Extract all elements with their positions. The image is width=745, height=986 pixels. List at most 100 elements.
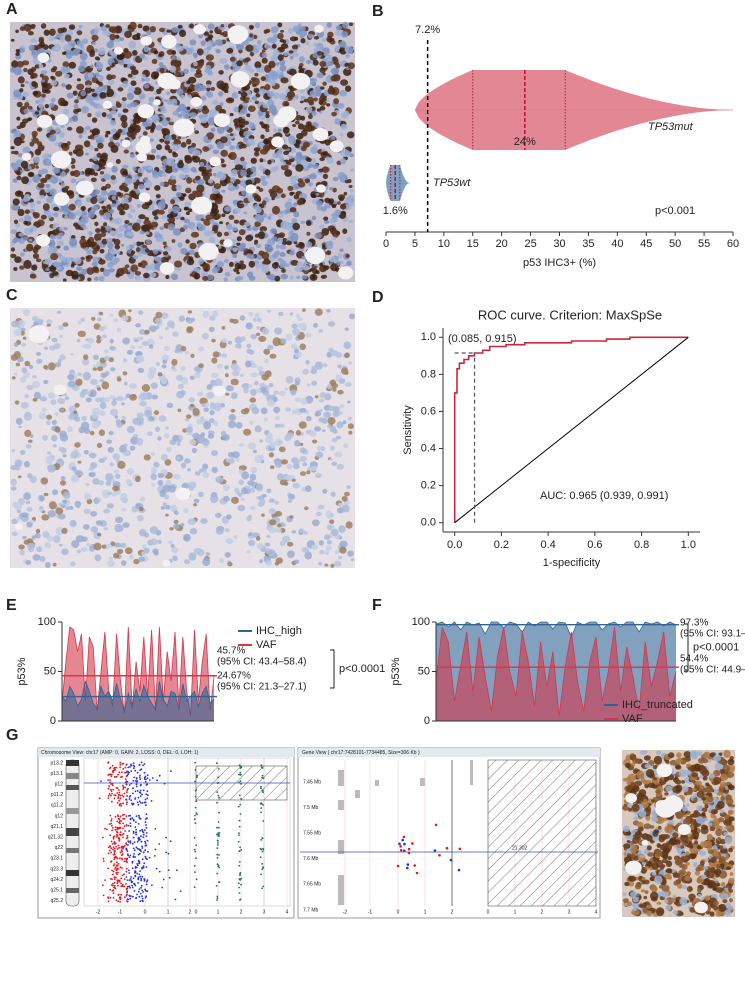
cell bbox=[265, 542, 271, 547]
cell bbox=[170, 88, 177, 94]
y-tick-label: 0.6 bbox=[421, 405, 436, 417]
cell bbox=[150, 452, 156, 456]
cell bbox=[135, 323, 142, 328]
cell bbox=[646, 845, 652, 851]
cell bbox=[171, 239, 176, 243]
cell bbox=[234, 262, 242, 270]
cell bbox=[38, 36, 44, 41]
cell bbox=[207, 433, 215, 439]
cnv-dot bbox=[170, 770, 172, 772]
cell bbox=[55, 70, 63, 77]
cell bbox=[138, 214, 146, 220]
cell bbox=[724, 887, 729, 891]
cell bbox=[346, 260, 352, 267]
cell bbox=[258, 187, 264, 192]
cell bbox=[318, 100, 324, 105]
cell bbox=[277, 523, 282, 528]
cell bbox=[143, 454, 151, 461]
ideogram-band bbox=[66, 888, 79, 893]
cell bbox=[314, 472, 322, 479]
cell bbox=[701, 811, 706, 817]
cell bbox=[108, 556, 114, 560]
cell bbox=[228, 97, 233, 102]
cell bbox=[180, 523, 185, 527]
cell bbox=[708, 822, 713, 827]
cell bbox=[147, 431, 153, 437]
cell bbox=[115, 217, 123, 225]
cell bbox=[328, 347, 334, 352]
cell bbox=[32, 380, 41, 389]
fat-vacuole bbox=[28, 325, 50, 343]
cell bbox=[331, 461, 338, 466]
cell bbox=[334, 209, 341, 216]
cell bbox=[306, 231, 311, 236]
cell bbox=[220, 24, 225, 28]
cell bbox=[109, 26, 119, 34]
cell bbox=[196, 222, 202, 228]
cell bbox=[321, 274, 328, 279]
cell bbox=[233, 535, 238, 540]
cell bbox=[235, 343, 242, 349]
cell bbox=[337, 194, 346, 200]
cell bbox=[48, 362, 56, 371]
cell bbox=[270, 81, 276, 87]
cell bbox=[340, 177, 345, 183]
cell bbox=[161, 364, 167, 369]
cell bbox=[713, 776, 722, 785]
cell bbox=[287, 154, 292, 158]
cell bbox=[244, 64, 252, 71]
cell bbox=[127, 126, 135, 133]
cell bbox=[288, 85, 293, 90]
cell bbox=[340, 203, 347, 210]
cell bbox=[105, 481, 112, 486]
cell bbox=[297, 317, 303, 322]
cell bbox=[277, 237, 283, 244]
cell bbox=[103, 173, 111, 180]
cell bbox=[16, 509, 22, 513]
cell bbox=[226, 223, 233, 230]
cell bbox=[280, 164, 289, 171]
ideogram-band bbox=[66, 808, 79, 814]
cell bbox=[139, 392, 148, 401]
cell bbox=[218, 70, 224, 75]
cell bbox=[71, 270, 79, 278]
cell bbox=[325, 220, 330, 224]
cell bbox=[20, 160, 29, 169]
cell bbox=[115, 159, 121, 164]
cell bbox=[15, 49, 20, 53]
cell bbox=[34, 111, 40, 115]
cell bbox=[80, 106, 89, 114]
cell bbox=[119, 101, 128, 109]
cnv-dot bbox=[111, 829, 113, 832]
x-tick-label: 1 bbox=[217, 909, 220, 915]
cell bbox=[25, 81, 29, 84]
cell bbox=[260, 76, 266, 82]
cell bbox=[635, 883, 640, 887]
cell bbox=[664, 825, 673, 834]
cell bbox=[111, 218, 117, 223]
cell bbox=[279, 211, 284, 214]
cnv-dot bbox=[127, 766, 130, 769]
histology-image bbox=[622, 749, 735, 917]
cell bbox=[123, 443, 128, 448]
cell bbox=[114, 257, 120, 263]
cell bbox=[82, 524, 90, 530]
cell bbox=[238, 144, 244, 149]
cell bbox=[22, 91, 30, 97]
cell bbox=[694, 870, 701, 876]
cell bbox=[681, 884, 687, 890]
cell bbox=[99, 378, 105, 383]
cell bbox=[193, 498, 200, 503]
cell bbox=[300, 397, 308, 405]
cell bbox=[78, 24, 83, 29]
cell bbox=[101, 112, 107, 118]
cell bbox=[93, 497, 100, 505]
cell bbox=[96, 335, 101, 340]
cell bbox=[121, 315, 129, 322]
cell bbox=[40, 70, 48, 75]
cell bbox=[304, 125, 312, 132]
cell bbox=[263, 123, 270, 130]
cell bbox=[314, 412, 319, 417]
cell bbox=[247, 514, 253, 520]
